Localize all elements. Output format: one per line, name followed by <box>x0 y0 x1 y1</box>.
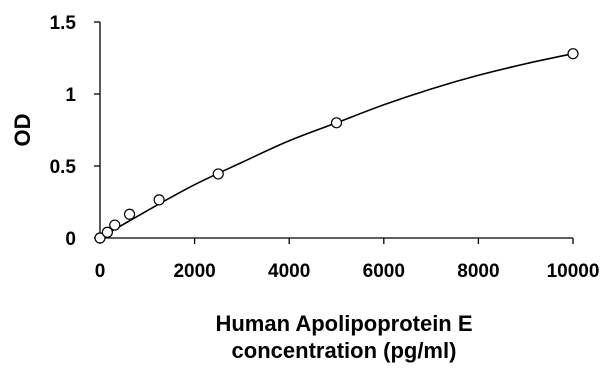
data-point <box>153 194 165 206</box>
data-points-layer <box>94 48 579 244</box>
data-point <box>567 48 579 60</box>
data-point <box>94 232 106 244</box>
data-point <box>212 168 224 180</box>
y-tick-label: 0 <box>65 229 76 250</box>
x-axis-title-line: Human Apolipoprotein E <box>215 311 472 336</box>
y-axis: 0 0.5 1 1.5 <box>50 13 101 250</box>
x-tick-label: 4000 <box>268 261 310 282</box>
x-tick-label: 10000 <box>547 261 600 282</box>
x-axis: 0 2000 4000 6000 8000 10000 <box>95 237 600 282</box>
y-tick-label: 1.5 <box>50 13 77 34</box>
x-tick-label: 8000 <box>457 261 499 282</box>
y-tick-label: 0.5 <box>50 157 77 178</box>
data-point <box>109 219 121 231</box>
data-point <box>101 226 113 238</box>
x-tick-label: 2000 <box>173 261 215 282</box>
x-tick-label: 0 <box>95 261 106 282</box>
y-tick-label: 1 <box>65 85 76 106</box>
x-axis-title-line: concentration (pg/ml) <box>232 338 457 363</box>
data-point <box>330 117 343 129</box>
data-point <box>123 208 136 220</box>
fit-curve-layer <box>99 52 574 239</box>
y-axis-title: OD <box>10 114 35 147</box>
x-tick-label: 6000 <box>363 261 405 282</box>
fit-curve <box>99 52 574 239</box>
